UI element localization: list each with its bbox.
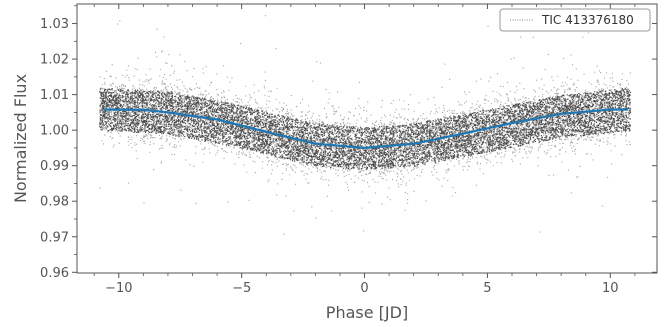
legend-dot [529,19,531,21]
x-tick-label: −5 [232,281,251,296]
y-tick-label: 1.03 [40,17,69,32]
legend-dot [531,19,533,21]
x-axis: −10 −5 0 5 10 [93,4,636,296]
legend-box [499,8,651,32]
x-tick-label: 0 [360,281,368,296]
legend-dot [522,19,523,21]
legend-entry-tic-413376180: TIC 413376180 [541,13,634,27]
y-tick-label: 1.02 [40,53,69,68]
y-tick-label: 1.01 [40,88,69,103]
legend-marker-scatter [510,19,533,21]
scatter-series-tic-413376180 [99,15,632,235]
legend: TIC 413376180 [499,8,651,32]
scatter-core-points [99,87,632,171]
plot-area [99,15,632,235]
legend-dot [526,19,528,21]
x-axis-label: Phase [JD] [326,303,408,322]
legend-dot [517,19,519,21]
legend-dot [512,19,514,21]
x-tick-label: 10 [602,281,619,296]
legend-dot [514,19,516,21]
model-line [103,108,628,150]
plot-frame [76,3,658,274]
x-tick-label: 5 [483,281,491,296]
legend-dot [524,19,526,21]
y-tick-label: 0.99 [40,159,69,174]
legend-dot [519,19,521,21]
y-tick-label: 1.00 [40,124,69,139]
y-axis: 0.96 0.97 0.98 0.99 1.00 1.01 1.02 1.03 [40,5,657,281]
x-tick-label: −10 [105,281,132,296]
legend-dot [510,19,511,21]
y-tick-label: 0.96 [40,266,69,281]
y-tick-label: 0.97 [40,230,69,245]
y-tick-label: 0.98 [40,195,69,210]
y-axis-label: Normalized Flux [11,74,30,203]
